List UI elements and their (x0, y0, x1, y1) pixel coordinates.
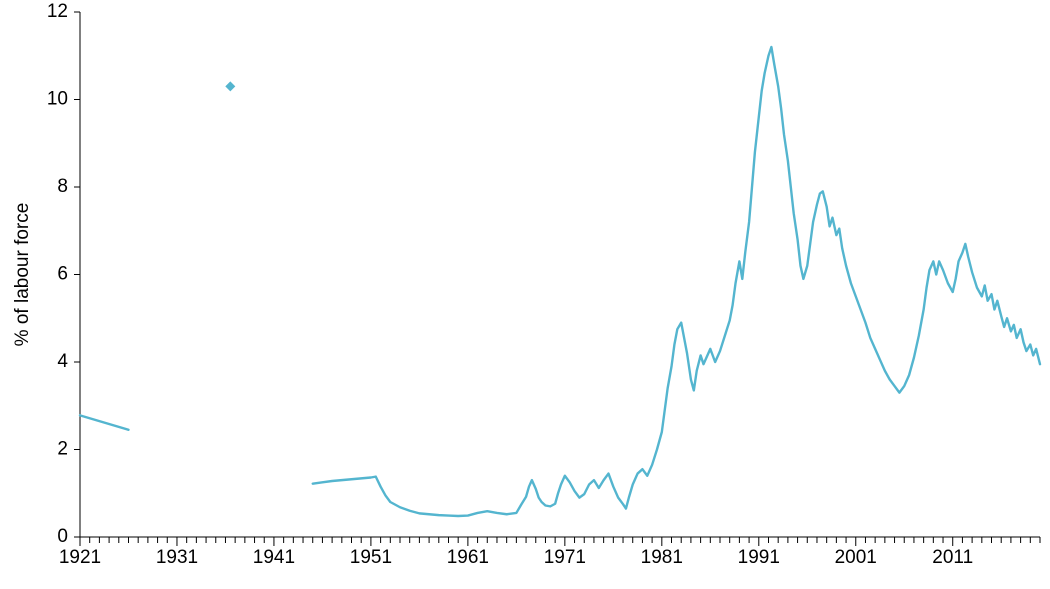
y-tick-label: 8 (57, 176, 68, 197)
x-tick-label: 1951 (350, 547, 392, 568)
chart-svg: 0 2 4 6 8 10 12 % of labour force 1921 1931 1941 19… (0, 0, 1050, 589)
x-tick-label: 2011 (932, 547, 973, 568)
y-axis-title: % of labour force (12, 203, 33, 347)
y-tick-label: 12 (47, 1, 68, 22)
x-tick-label: 1921 (59, 547, 101, 568)
x-tick-label: 1991 (738, 547, 780, 568)
data-line (313, 47, 1040, 516)
x-tick-label: 1931 (156, 547, 198, 568)
y-tick-label: 2 (57, 439, 68, 460)
data-marker (225, 81, 235, 91)
unemployment-chart: 0 2 4 6 8 10 12 % of labour force 1921 1931 1941 19… (0, 0, 1050, 589)
x-tick-label: 1981 (641, 547, 683, 568)
y-tick-label: 4 (57, 351, 68, 372)
y-tick-label: 0 (57, 526, 68, 547)
y-tick-label: 10 (47, 89, 68, 110)
y-tick-label: 6 (57, 264, 68, 285)
x-tick-label: 2001 (835, 547, 877, 568)
x-tick-label: 1961 (447, 547, 489, 568)
x-tick-label: 1941 (253, 547, 295, 568)
x-tick-label: 1971 (544, 547, 586, 568)
data-line (80, 415, 128, 429)
